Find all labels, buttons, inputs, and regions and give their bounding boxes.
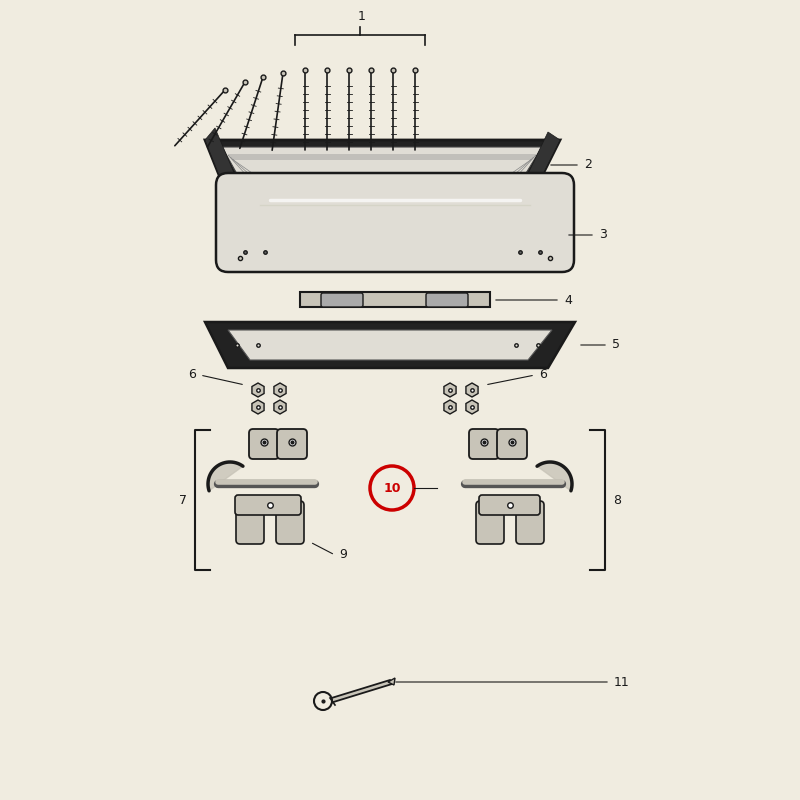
Polygon shape (537, 462, 572, 490)
Polygon shape (205, 140, 560, 190)
Text: 3: 3 (599, 229, 607, 242)
Polygon shape (252, 383, 264, 397)
Text: 11: 11 (614, 675, 630, 689)
Polygon shape (325, 680, 392, 704)
FancyBboxPatch shape (235, 495, 301, 515)
FancyBboxPatch shape (321, 293, 363, 307)
Polygon shape (525, 132, 560, 190)
Polygon shape (208, 462, 243, 490)
FancyBboxPatch shape (276, 501, 304, 544)
Polygon shape (466, 383, 478, 397)
FancyBboxPatch shape (426, 293, 468, 307)
FancyBboxPatch shape (469, 429, 499, 459)
Polygon shape (444, 383, 456, 397)
FancyBboxPatch shape (497, 429, 527, 459)
FancyBboxPatch shape (236, 501, 264, 544)
FancyBboxPatch shape (277, 429, 307, 459)
Polygon shape (222, 147, 542, 183)
Polygon shape (274, 400, 286, 414)
Polygon shape (205, 322, 575, 368)
FancyBboxPatch shape (479, 495, 540, 515)
Polygon shape (205, 128, 235, 190)
FancyBboxPatch shape (476, 501, 504, 544)
Polygon shape (218, 245, 572, 260)
Text: 4: 4 (564, 294, 572, 306)
Polygon shape (274, 383, 286, 397)
Text: 8: 8 (613, 494, 621, 506)
Polygon shape (300, 292, 490, 307)
Polygon shape (444, 400, 456, 414)
Polygon shape (388, 678, 395, 685)
FancyBboxPatch shape (249, 429, 279, 459)
Text: 2: 2 (584, 158, 592, 171)
FancyBboxPatch shape (216, 173, 574, 272)
Text: 10: 10 (383, 482, 401, 494)
Text: 9: 9 (339, 549, 347, 562)
Text: 1: 1 (358, 10, 366, 23)
Polygon shape (252, 400, 264, 414)
FancyBboxPatch shape (516, 501, 544, 544)
Circle shape (314, 692, 332, 710)
Text: 6: 6 (539, 369, 547, 382)
Text: 5: 5 (612, 338, 620, 351)
Text: 6: 6 (188, 369, 196, 382)
Polygon shape (466, 400, 478, 414)
Polygon shape (228, 330, 552, 360)
Text: 7: 7 (179, 494, 187, 506)
